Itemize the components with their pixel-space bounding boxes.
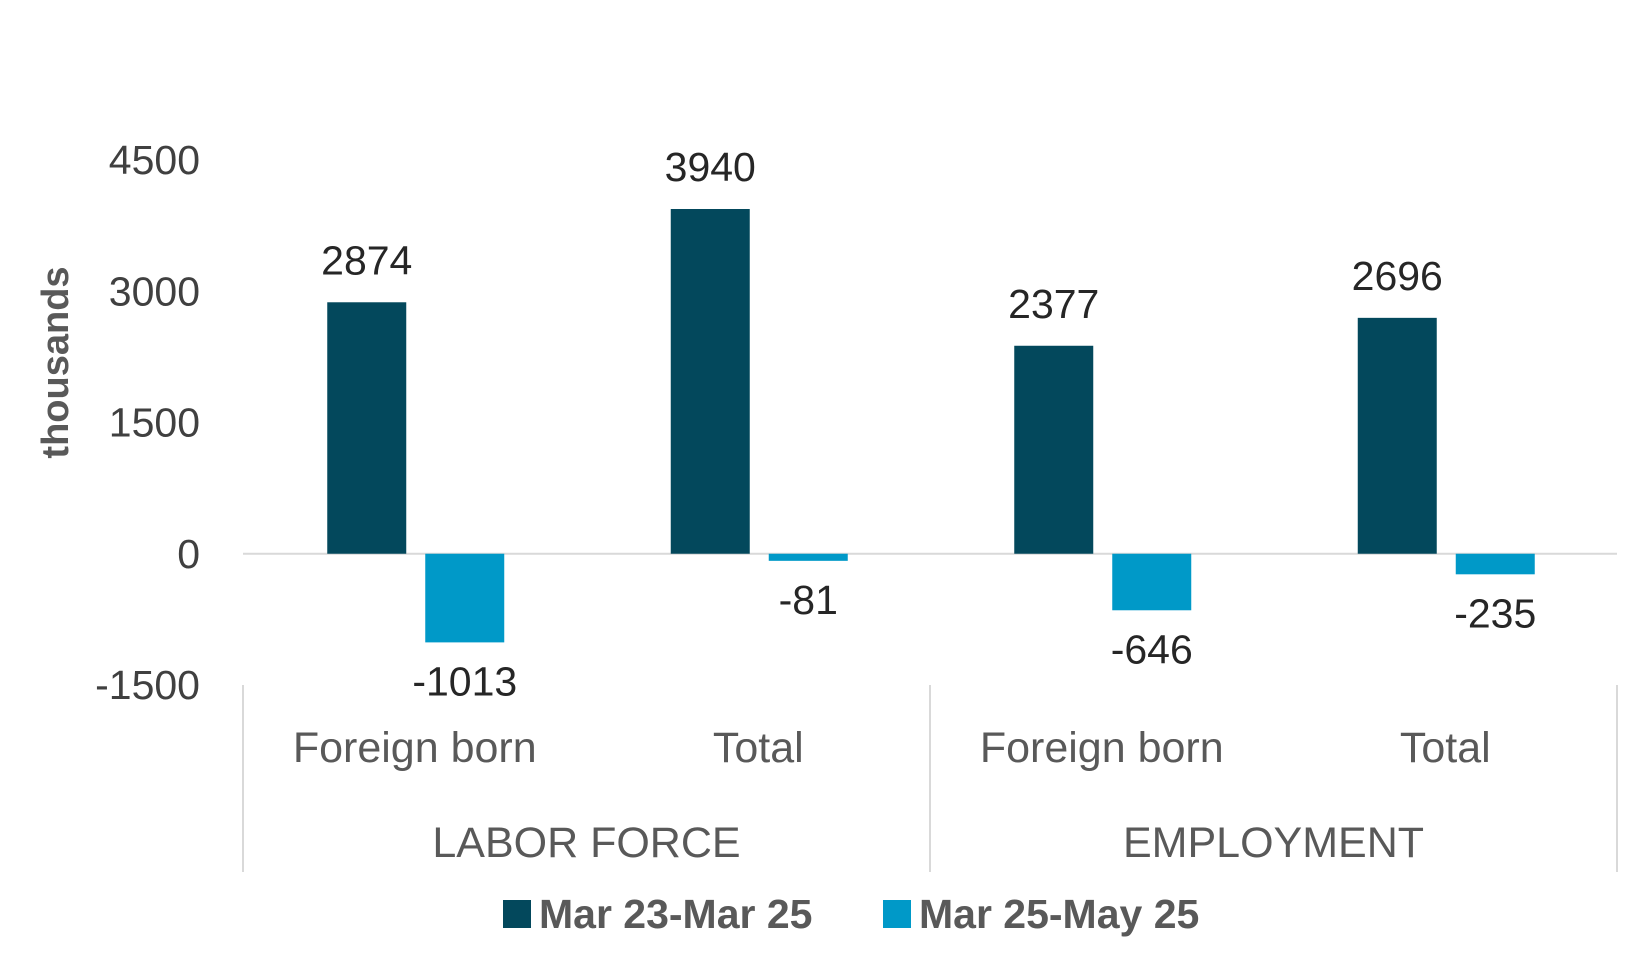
category-label: Foreign born [293,724,537,772]
bar-series1 [1014,345,1094,554]
y-tick-label: 3000 [109,268,200,314]
data-label: 3940 [665,144,756,190]
group-label: EMPLOYMENT [1123,819,1424,867]
data-label: 2377 [1008,281,1099,327]
bar-series2 [1112,553,1192,611]
category-label: Total [1400,724,1491,772]
legend-swatch [883,900,911,928]
data-label: -81 [779,577,838,623]
data-label: 2874 [321,237,412,283]
bar-series1 [1357,317,1437,554]
legend-label: Mar 25-May 25 [919,891,1199,937]
legend-swatch [503,900,531,928]
legend-label: Mar 23-Mar 25 [539,891,812,937]
bar-series2 [768,553,848,561]
y-tick-label: 4500 [109,137,200,183]
data-label: -646 [1111,626,1193,672]
category-label: Total [713,724,804,772]
y-axis-title: thousands [35,266,77,458]
data-label: -1013 [412,658,517,704]
bar-series2 [425,553,505,643]
bar-series1 [327,302,407,554]
data-label: 2696 [1352,253,1443,299]
group-label: LABOR FORCE [432,819,740,867]
y-tick-label: -1500 [95,662,200,708]
category-label: Foreign born [980,724,1224,772]
data-label: -235 [1454,590,1536,636]
bar-series2 [1455,553,1535,575]
y-tick-label: 1500 [109,400,200,446]
y-tick-label: 0 [177,531,200,577]
bar-series1 [670,209,750,554]
